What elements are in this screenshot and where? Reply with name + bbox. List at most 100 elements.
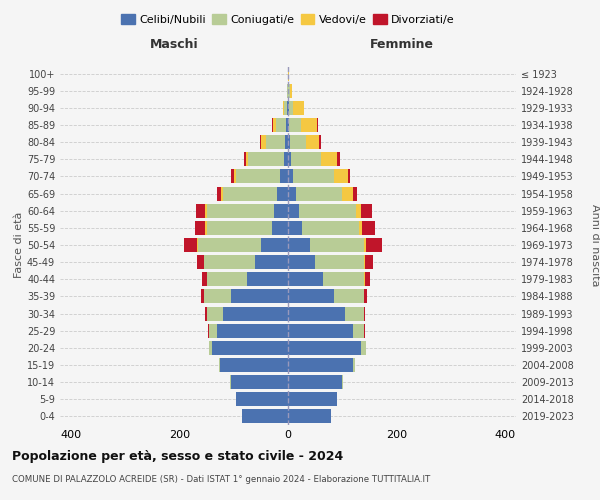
Bar <box>217 324 288 338</box>
Bar <box>236 170 280 183</box>
Bar <box>204 255 256 269</box>
Bar <box>289 101 293 115</box>
Bar <box>196 204 205 218</box>
Bar <box>299 204 356 218</box>
Bar <box>256 255 288 269</box>
Bar <box>359 221 362 235</box>
Bar <box>293 170 334 183</box>
Bar <box>356 204 361 218</box>
Bar <box>201 290 204 304</box>
Bar <box>288 290 334 304</box>
Bar <box>287 84 288 98</box>
Bar <box>288 238 310 252</box>
Bar <box>296 186 342 200</box>
Bar <box>310 238 364 252</box>
Bar <box>334 170 348 183</box>
Bar <box>236 392 288 406</box>
Bar <box>288 135 290 149</box>
Bar <box>261 135 266 149</box>
Bar <box>197 255 204 269</box>
Bar <box>288 170 293 183</box>
Bar <box>288 410 331 424</box>
Bar <box>199 238 261 252</box>
Bar <box>206 221 272 235</box>
Bar <box>353 324 364 338</box>
Bar <box>286 118 288 132</box>
Bar <box>289 118 301 132</box>
Bar <box>321 152 337 166</box>
Bar <box>315 255 364 269</box>
Bar <box>361 341 365 355</box>
Bar <box>353 358 355 372</box>
Bar <box>231 290 288 304</box>
Bar <box>293 101 304 115</box>
Bar <box>206 204 274 218</box>
Bar <box>323 272 364 286</box>
Bar <box>202 272 206 286</box>
Bar <box>306 135 319 149</box>
Bar <box>361 204 372 218</box>
Bar <box>223 306 288 320</box>
Text: Maschi: Maschi <box>149 38 199 52</box>
Bar <box>221 186 223 200</box>
Bar <box>288 375 342 389</box>
Bar <box>288 152 291 166</box>
Bar <box>291 152 321 166</box>
Bar <box>342 375 343 389</box>
Bar <box>244 152 245 166</box>
Bar <box>272 221 288 235</box>
Bar <box>288 118 289 132</box>
Bar <box>301 118 317 132</box>
Bar <box>317 118 319 132</box>
Bar <box>288 306 345 320</box>
Text: Popolazione per età, sesso e stato civile - 2024: Popolazione per età, sesso e stato civil… <box>12 450 343 463</box>
Bar <box>217 186 221 200</box>
Bar <box>288 255 315 269</box>
Bar <box>272 118 274 132</box>
Bar <box>276 118 286 132</box>
Bar <box>247 272 288 286</box>
Bar <box>197 238 199 252</box>
Bar <box>205 221 206 235</box>
Bar <box>274 118 276 132</box>
Bar <box>283 101 284 115</box>
Y-axis label: Fasce di età: Fasce di età <box>14 212 24 278</box>
Bar <box>288 392 337 406</box>
Bar <box>285 135 288 149</box>
Bar <box>290 84 292 98</box>
Bar <box>288 272 323 286</box>
Bar <box>319 135 321 149</box>
Bar <box>248 152 284 166</box>
Bar <box>194 221 205 235</box>
Bar <box>288 204 299 218</box>
Bar <box>365 272 370 286</box>
Bar <box>231 170 234 183</box>
Bar <box>220 358 288 372</box>
Bar <box>364 238 366 252</box>
Bar <box>184 238 197 252</box>
Bar <box>245 152 248 166</box>
Bar <box>205 204 206 218</box>
Bar <box>342 186 353 200</box>
Bar <box>348 170 350 183</box>
Bar <box>209 324 217 338</box>
Bar <box>212 341 288 355</box>
Bar <box>365 255 373 269</box>
Bar <box>288 221 302 235</box>
Y-axis label: Anni di nascita: Anni di nascita <box>590 204 600 286</box>
Bar <box>353 186 358 200</box>
Bar <box>206 272 247 286</box>
Bar <box>290 135 306 149</box>
Bar <box>364 306 365 320</box>
Bar <box>231 375 288 389</box>
Bar <box>288 341 361 355</box>
Bar <box>288 84 290 98</box>
Bar <box>366 238 382 252</box>
Bar <box>287 101 288 115</box>
Bar <box>261 238 288 252</box>
Bar <box>266 135 285 149</box>
Bar <box>218 358 220 372</box>
Bar <box>206 306 223 320</box>
Bar <box>205 306 206 320</box>
Bar <box>204 290 231 304</box>
